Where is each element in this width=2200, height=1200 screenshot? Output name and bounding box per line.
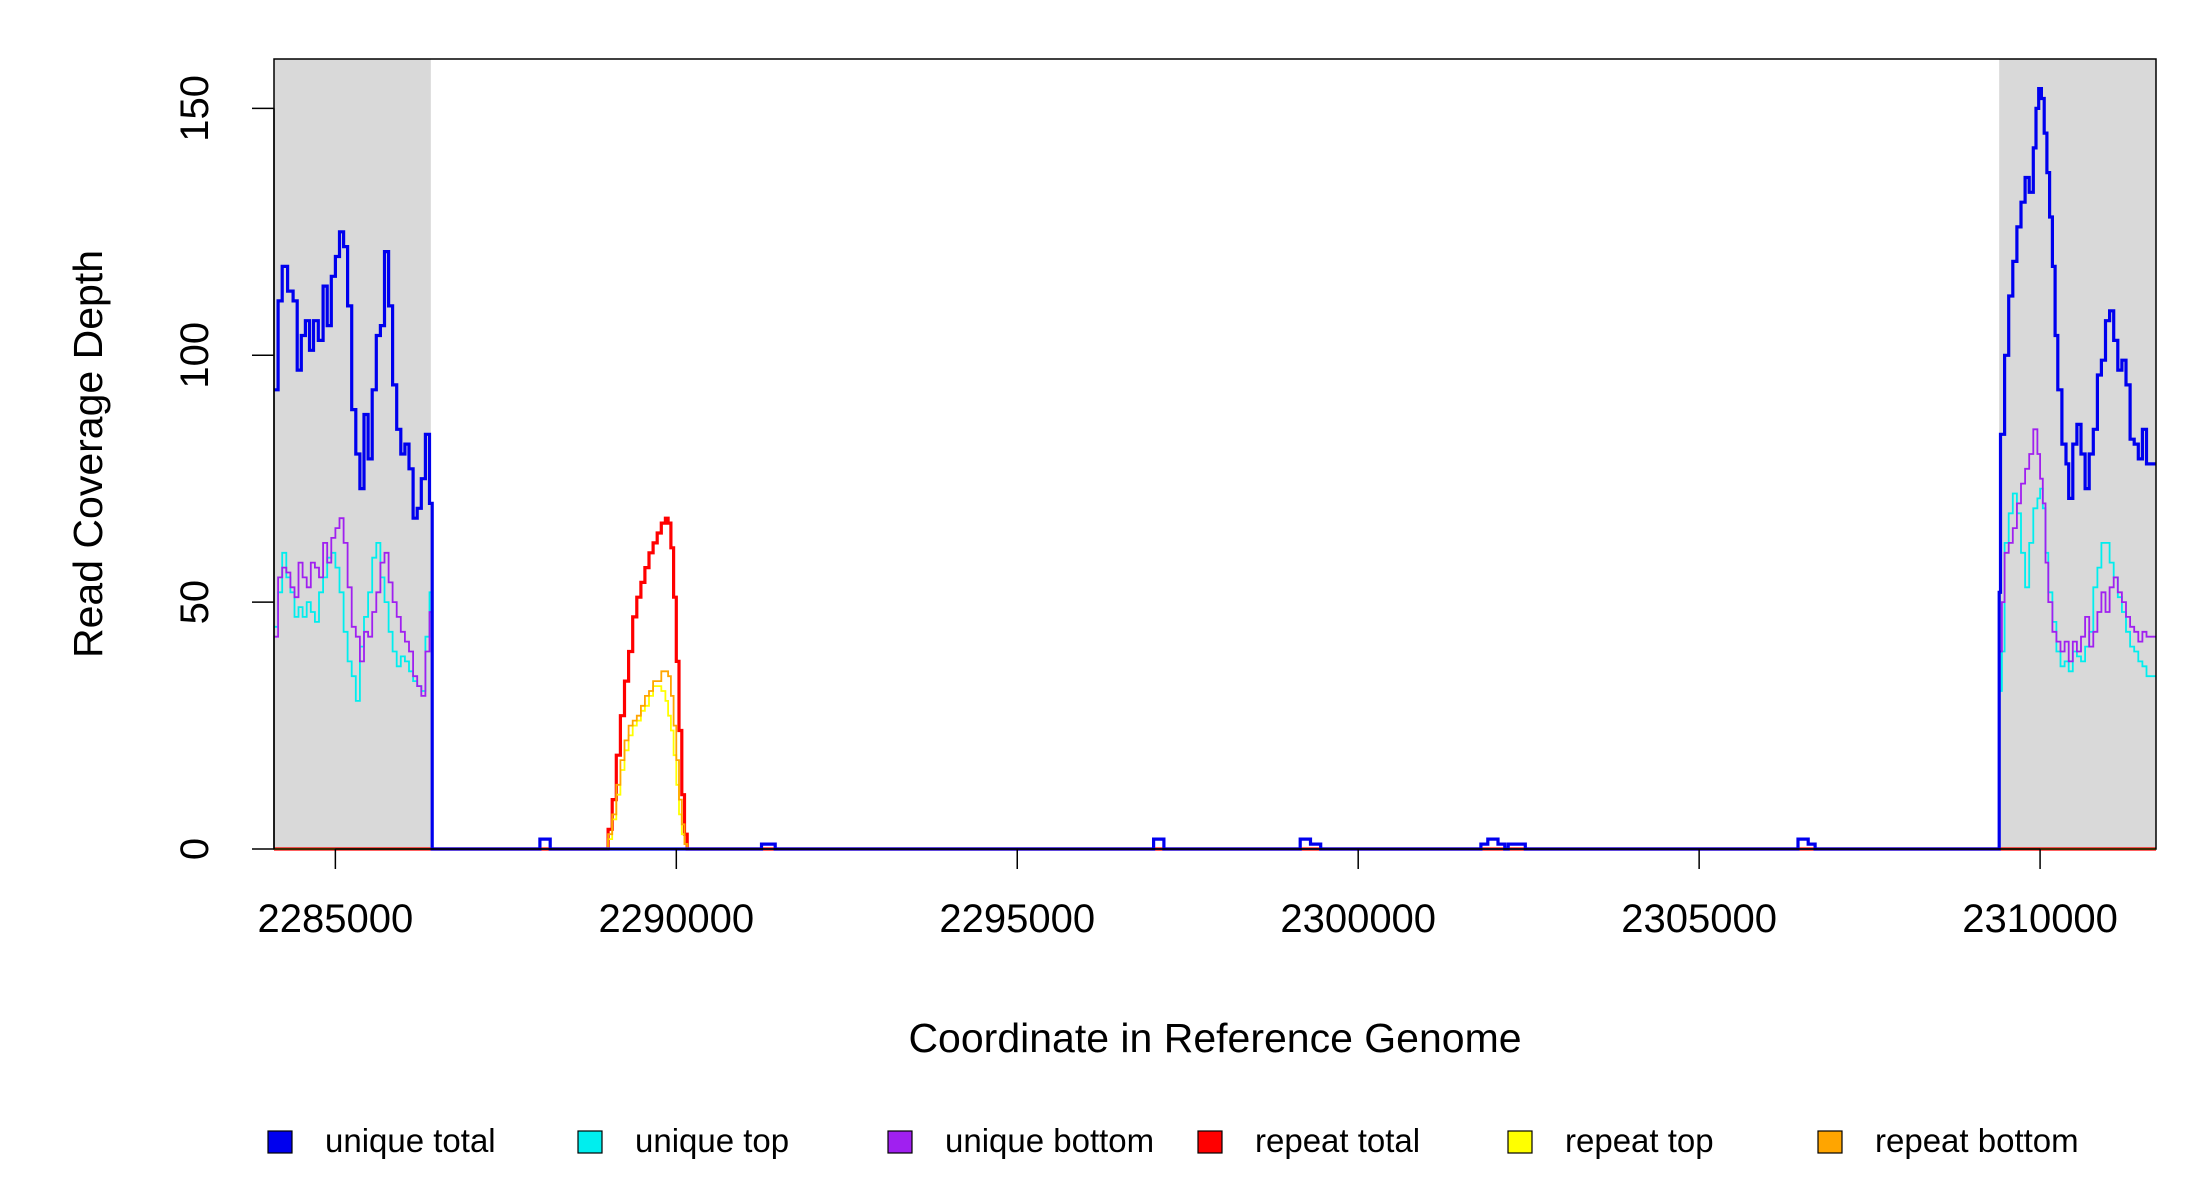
series-lines — [274, 87, 2156, 851]
legend-label-unique-total: unique total — [325, 1122, 496, 1159]
legend-label-unique-top: unique top — [635, 1122, 789, 1159]
legend-swatch-unique-bottom — [887, 1130, 913, 1154]
y-tick-label: 50 — [173, 580, 217, 625]
x-tick-label: 2305000 — [1621, 897, 1777, 941]
series-line-unique-total — [274, 87, 2156, 851]
y-tick-label: 150 — [173, 75, 217, 142]
x-tick-label: 2300000 — [1280, 897, 1436, 941]
plot-frame — [273, 58, 2157, 850]
legend-swatch-unique-top — [577, 1130, 603, 1154]
legend-swatch-repeat-total — [1197, 1130, 1223, 1154]
x-tick-label: 2285000 — [258, 897, 414, 941]
shaded-region-1 — [274, 59, 431, 849]
legend-label-repeat-total: repeat total — [1255, 1122, 1420, 1159]
series-line-unique-bottom — [274, 428, 2156, 850]
y-axis: 0 50 100 150 — [173, 75, 275, 860]
y-tick-label: 0 — [173, 838, 217, 860]
x-tick-label: 2290000 — [598, 897, 754, 941]
shaded-regions — [274, 59, 2156, 849]
legend-swatch-repeat-top — [1507, 1130, 1533, 1154]
legend: unique total unique top unique bottom repea… — [267, 1122, 2079, 1159]
series-line-repeat-bottom — [274, 670, 2156, 850]
y-axis-title: Read Coverage Depth — [65, 250, 111, 658]
legend-swatch-unique-total — [267, 1130, 293, 1154]
legend-swatch-repeat-bottom — [1817, 1130, 1843, 1154]
series-line-unique-top — [274, 487, 2156, 850]
x-tick-label: 2310000 — [1962, 897, 2118, 941]
shaded-region-2 — [1999, 59, 2156, 849]
x-tick-label: 2295000 — [939, 897, 1095, 941]
legend-label-repeat-top: repeat top — [1565, 1122, 1714, 1159]
legend-label-repeat-bottom: repeat bottom — [1875, 1122, 2079, 1159]
y-tick-label: 100 — [173, 322, 217, 389]
x-axis-title: Coordinate in Reference Genome — [908, 1015, 1521, 1061]
series-line-repeat-total — [274, 516, 2156, 851]
legend-label-unique-bottom: unique bottom — [945, 1122, 1154, 1159]
x-axis: 2285000 2290000 2295000 2300000 2305000 23100… — [258, 848, 2118, 941]
series-line-repeat-top — [274, 685, 2156, 850]
